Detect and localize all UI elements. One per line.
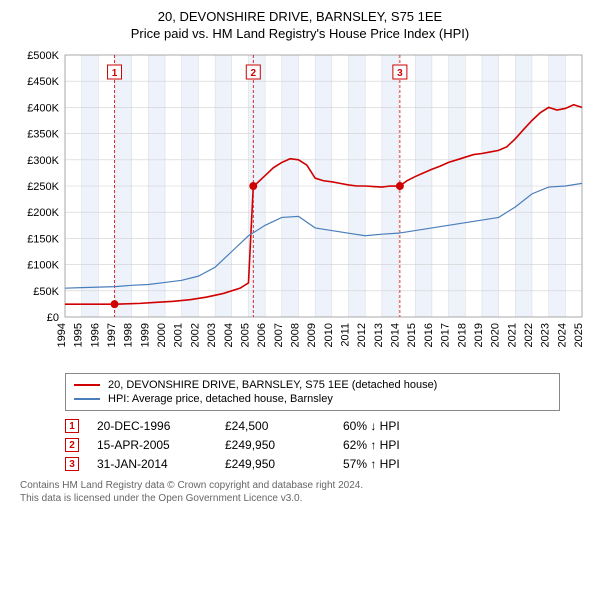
svg-text:2024: 2024 <box>556 323 568 347</box>
svg-text:2012: 2012 <box>356 323 368 347</box>
svg-text:2011: 2011 <box>340 323 352 347</box>
event-row: 2 15-APR-2005 £249,950 62% ↑ HPI <box>65 438 590 452</box>
event-delta: 60% ↓ HPI <box>343 419 400 433</box>
page-title: 20, DEVONSHIRE DRIVE, BARNSLEY, S75 1EE <box>10 8 590 26</box>
legend-label: 20, DEVONSHIRE DRIVE, BARNSLEY, S75 1EE … <box>108 379 437 391</box>
footnote: Contains HM Land Registry data © Crown c… <box>20 479 590 505</box>
svg-text:£400K: £400K <box>27 103 59 115</box>
svg-text:2009: 2009 <box>306 323 318 347</box>
svg-text:1994: 1994 <box>56 323 68 347</box>
svg-text:2003: 2003 <box>206 323 218 347</box>
event-date: 31-JAN-2014 <box>97 457 207 471</box>
legend-swatch <box>74 384 100 386</box>
svg-text:1995: 1995 <box>73 323 85 347</box>
svg-text:1: 1 <box>112 68 118 79</box>
svg-text:2015: 2015 <box>406 323 418 347</box>
svg-text:£500K: £500K <box>27 50 59 62</box>
svg-text:2019: 2019 <box>473 323 485 347</box>
event-badge: 1 <box>65 419 79 433</box>
svg-text:2023: 2023 <box>540 323 552 347</box>
event-badge: 3 <box>65 457 79 471</box>
event-price: £249,950 <box>225 457 325 471</box>
svg-text:£50K: £50K <box>33 286 59 298</box>
event-row: 3 31-JAN-2014 £249,950 57% ↑ HPI <box>65 457 590 471</box>
chart: £0 £50K £100K £150K £200K £250K £300K £350K £400… <box>10 47 590 367</box>
svg-text:1999: 1999 <box>139 323 151 347</box>
svg-text:2014: 2014 <box>390 323 402 347</box>
svg-text:1997: 1997 <box>106 323 118 347</box>
svg-text:£150K: £150K <box>27 234 59 246</box>
svg-text:2016: 2016 <box>423 323 435 347</box>
events-table: 1 20-DEC-1996 £24,500 60% ↓ HPI 2 15-APR-2005… <box>65 419 590 471</box>
svg-text:2005: 2005 <box>239 323 251 347</box>
event-date: 15-APR-2005 <box>97 438 207 452</box>
svg-text:1998: 1998 <box>123 323 135 347</box>
page-subtitle: Price paid vs. HM Land Registry's House … <box>10 26 590 41</box>
legend-item: 20, DEVONSHIRE DRIVE, BARNSLEY, S75 1EE … <box>74 378 551 392</box>
svg-text:£100K: £100K <box>27 260 59 272</box>
svg-text:£450K: £450K <box>27 76 59 88</box>
svg-text:2020: 2020 <box>490 323 502 347</box>
svg-text:1996: 1996 <box>89 323 101 347</box>
chart-svg: £0 £50K £100K £150K £200K £250K £300K £350K £400… <box>10 47 590 367</box>
legend-item: HPI: Average price, detached house, Barn… <box>74 392 551 406</box>
event-date: 20-DEC-1996 <box>97 419 207 433</box>
svg-text:2002: 2002 <box>189 323 201 347</box>
event-price: £249,950 <box>225 438 325 452</box>
event-delta: 57% ↑ HPI <box>343 457 400 471</box>
svg-text:2: 2 <box>251 68 257 79</box>
svg-text:2001: 2001 <box>173 323 185 347</box>
footnote-line-1: Contains HM Land Registry data © Crown c… <box>20 479 590 492</box>
svg-text:£250K: £250K <box>27 181 59 193</box>
svg-text:2013: 2013 <box>373 323 385 347</box>
legend-label: HPI: Average price, detached house, Barn… <box>108 393 333 405</box>
footnote-line-2: This data is licensed under the Open Gov… <box>20 492 590 505</box>
event-delta: 62% ↑ HPI <box>343 438 400 452</box>
svg-text:£200K: £200K <box>27 207 59 219</box>
svg-text:3: 3 <box>397 68 403 79</box>
svg-text:2022: 2022 <box>523 323 535 347</box>
svg-text:2004: 2004 <box>223 323 235 347</box>
svg-text:2000: 2000 <box>156 323 168 347</box>
svg-text:£300K: £300K <box>27 155 59 167</box>
event-price: £24,500 <box>225 419 325 433</box>
svg-text:2021: 2021 <box>506 323 518 347</box>
svg-text:2008: 2008 <box>289 323 301 347</box>
svg-text:2010: 2010 <box>323 323 335 347</box>
legend-swatch <box>74 398 100 400</box>
event-badge: 2 <box>65 438 79 452</box>
svg-text:£350K: £350K <box>27 129 59 141</box>
legend: 20, DEVONSHIRE DRIVE, BARNSLEY, S75 1EE … <box>65 373 560 411</box>
svg-text:£0: £0 <box>47 312 59 324</box>
svg-text:2006: 2006 <box>256 323 268 347</box>
svg-text:2007: 2007 <box>273 323 285 347</box>
svg-text:2025: 2025 <box>573 323 585 347</box>
svg-text:2018: 2018 <box>456 323 468 347</box>
event-row: 1 20-DEC-1996 £24,500 60% ↓ HPI <box>65 419 590 433</box>
svg-text:2017: 2017 <box>440 323 452 347</box>
